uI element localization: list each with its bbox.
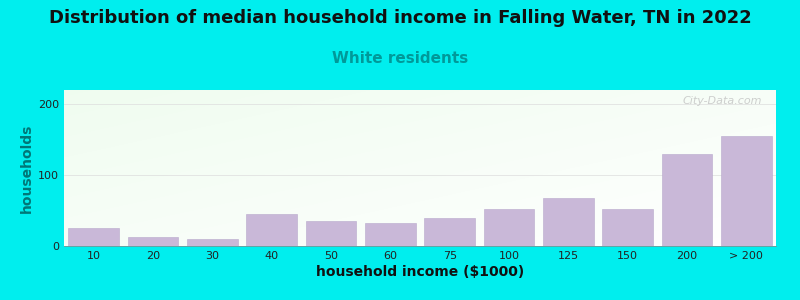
Bar (543, 198, 594, 246)
Bar (306, 221, 356, 246)
Bar (484, 209, 534, 246)
Text: City-Data.com: City-Data.com (682, 96, 762, 106)
Bar (425, 218, 475, 246)
X-axis label: household income ($1000): household income ($1000) (316, 265, 524, 279)
Bar (602, 209, 653, 246)
Bar (128, 238, 178, 246)
Bar (721, 136, 771, 246)
Bar (69, 228, 119, 246)
Text: Distribution of median household income in Falling Water, TN in 2022: Distribution of median household income … (49, 9, 751, 27)
Bar (187, 239, 238, 246)
Bar (662, 154, 712, 246)
Y-axis label: households: households (20, 123, 34, 213)
Bar (246, 214, 297, 246)
Bar (365, 223, 415, 246)
Text: White residents: White residents (332, 51, 468, 66)
